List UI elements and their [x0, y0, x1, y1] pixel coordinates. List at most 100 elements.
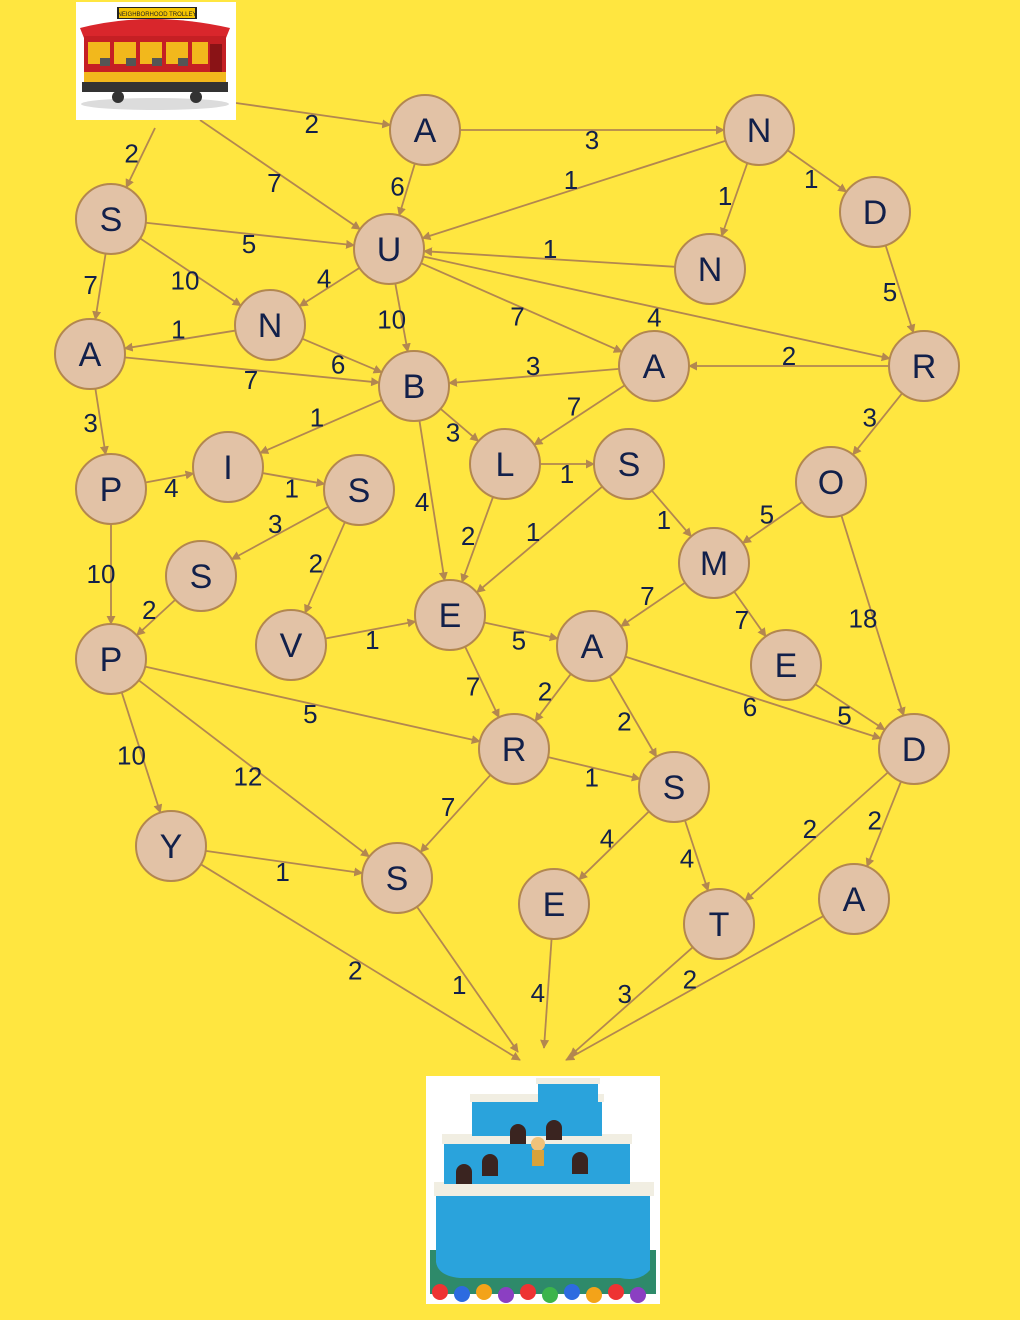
- edge-weight-label: 7: [441, 792, 455, 822]
- node-label: S: [100, 201, 123, 239]
- edge-d2-t: [744, 771, 889, 902]
- node-e1: E: [414, 579, 486, 651]
- edge-s1-u: [145, 221, 356, 249]
- edge-weight-label: 2: [142, 595, 156, 625]
- edge-weight-label: 10: [170, 265, 199, 295]
- node-b: B: [378, 350, 450, 422]
- edge-weight-label: 1: [171, 315, 185, 345]
- edge-s5-end: [416, 906, 519, 1053]
- node-s1: S: [75, 183, 147, 255]
- edge-weight-label: 1: [718, 181, 732, 211]
- edge-weight-label: 5: [512, 625, 526, 655]
- node-o: O: [795, 446, 867, 518]
- edge-a4-s6: [608, 675, 658, 758]
- edge-weight-label: 1: [365, 625, 379, 655]
- edge-a5-end: [565, 915, 824, 1061]
- edge-weight-label: 4: [647, 302, 661, 332]
- edge-weight-label: 5: [837, 700, 851, 730]
- node-a2: A: [54, 318, 126, 390]
- node-a5: A: [818, 863, 890, 935]
- node-circle: [839, 176, 911, 248]
- node-v: V: [255, 609, 327, 681]
- node-a4: A: [556, 610, 628, 682]
- node-label: R: [502, 731, 527, 769]
- edge-o-m: [742, 501, 803, 544]
- edge-weight-label: 1: [285, 473, 299, 503]
- node-circle: [818, 863, 890, 935]
- edge-weight-label: 2: [867, 805, 881, 835]
- edge-v-e1: [325, 618, 417, 640]
- node-label: T: [709, 906, 730, 944]
- nodes-layer: A N D S U N A N B A R P I S L S O S M P V E A E R D S Y S E T A: [54, 94, 960, 960]
- node-label: A: [643, 348, 666, 386]
- node-circle: [75, 453, 147, 525]
- edge-weight-label: 5: [883, 277, 897, 307]
- edge-weight-label: 1: [584, 763, 598, 793]
- edge-weight-label: 7: [510, 302, 524, 332]
- node-u: U: [353, 213, 425, 285]
- edge-weight-label: 2: [683, 964, 697, 994]
- node-p2: P: [75, 623, 147, 695]
- edge-start-s1: [125, 127, 156, 189]
- node-p1: P: [75, 453, 147, 525]
- node-label: N: [258, 307, 283, 345]
- node-circle: [54, 318, 126, 390]
- node-circle: [135, 810, 207, 882]
- node-label: E: [543, 886, 566, 924]
- edge-weight-label: 4: [317, 264, 331, 294]
- node-d1: D: [839, 176, 911, 248]
- node-circle: [638, 751, 710, 823]
- edge-start-a1: [235, 102, 392, 129]
- edge-s3-m: [651, 489, 692, 538]
- edge-weight-label: 1: [526, 517, 540, 547]
- edge-weight-label: 4: [531, 978, 545, 1008]
- edge-n3-u: [423, 247, 676, 268]
- node-label: P: [100, 471, 123, 509]
- node-circle: [361, 842, 433, 914]
- edge-weight-label: 7: [267, 168, 281, 198]
- node-circle: [234, 289, 306, 361]
- edge-weight-label: 7: [640, 581, 654, 611]
- edge-r1-o: [852, 392, 903, 456]
- node-circle: [795, 446, 867, 518]
- node-label: S: [618, 446, 641, 484]
- edge-n1-n3: [720, 162, 749, 237]
- node-label: D: [863, 194, 888, 232]
- edge-weight-label: 2: [305, 109, 319, 139]
- node-r2: R: [478, 713, 550, 785]
- edge-l-e1: [460, 496, 494, 583]
- edge-weight-label: 4: [680, 844, 694, 874]
- edge-weight-label: 3: [618, 979, 632, 1009]
- edge-y-end: [200, 863, 521, 1061]
- edge-n2-b: [301, 337, 383, 374]
- edge-weight-label: 4: [164, 473, 178, 503]
- edge-weight-label: 3: [83, 408, 97, 438]
- edge-weight-label: 12: [233, 761, 262, 791]
- edge-weight-label: 5: [760, 499, 774, 529]
- node-circle: [556, 610, 628, 682]
- node-label: N: [747, 112, 772, 150]
- node-i: I: [192, 431, 264, 503]
- edge-r2-s5: [419, 774, 492, 853]
- edge-weight-label: 4: [600, 823, 614, 853]
- edge-d2-a5: [865, 781, 902, 868]
- node-e3: E: [518, 868, 590, 940]
- edge-o-d2: [840, 515, 906, 717]
- node-n2: N: [234, 289, 306, 361]
- node-circle: [414, 579, 486, 651]
- node-s5: S: [361, 842, 433, 914]
- node-label: S: [190, 558, 213, 596]
- edge-weight-label: 3: [268, 509, 282, 539]
- node-label: N: [698, 251, 723, 289]
- node-circle: [683, 888, 755, 960]
- edge-weight-label: 3: [862, 403, 876, 433]
- edge-s1-a2: [92, 253, 107, 321]
- node-circle: [618, 330, 690, 402]
- edge-a2-p1: [94, 388, 109, 456]
- node-circle: [192, 431, 264, 503]
- node-label: U: [377, 231, 402, 269]
- node-d2: D: [878, 713, 950, 785]
- edge-weight-label: 2: [461, 521, 475, 551]
